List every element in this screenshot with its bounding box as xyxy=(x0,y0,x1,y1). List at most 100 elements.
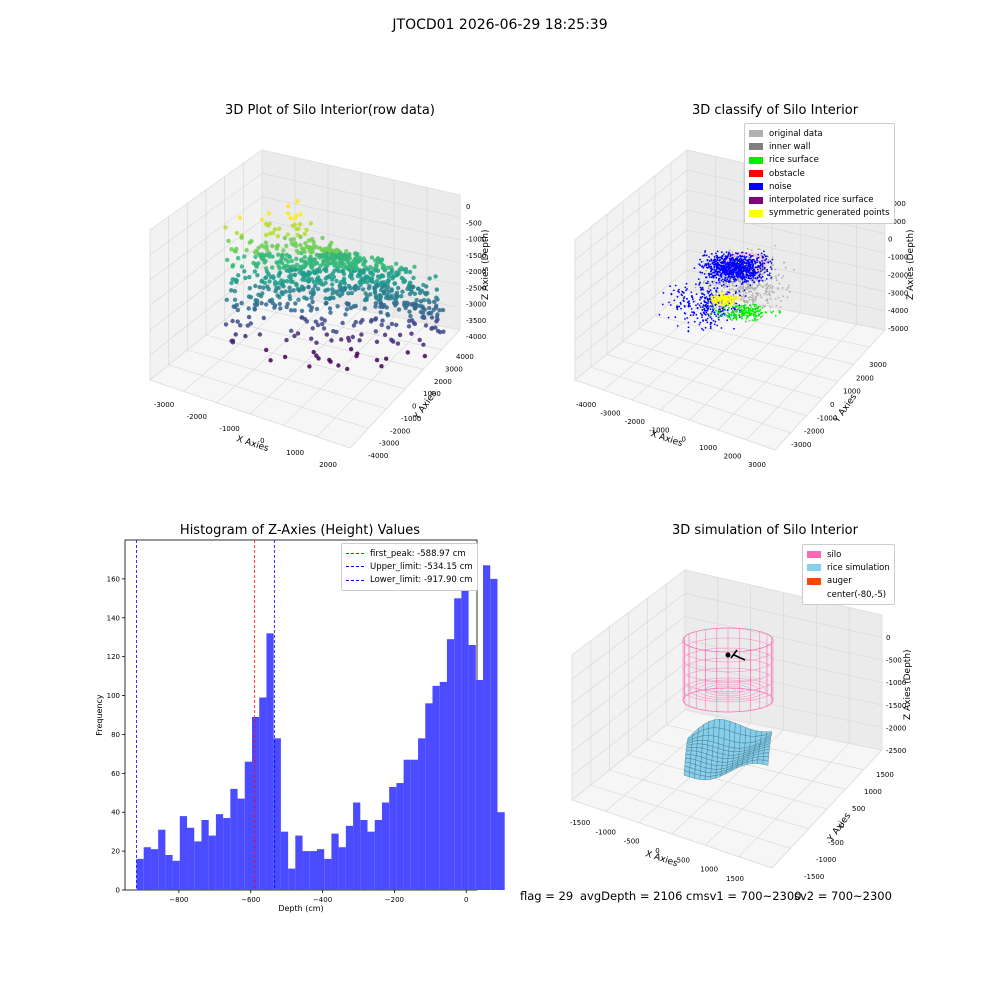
raw-point xyxy=(347,252,352,257)
noise-point xyxy=(749,263,751,266)
raw-point xyxy=(284,268,289,273)
raw-point xyxy=(378,310,383,315)
rice-surface-point xyxy=(727,316,730,319)
original-point xyxy=(713,280,716,283)
legend-label: center(-80,-5) xyxy=(827,589,887,600)
rice-mesh-cell xyxy=(691,747,697,752)
rice-surface-point xyxy=(741,311,743,313)
histogram-plot: −800 −600 −400 −200 0 020406080100120140160 … xyxy=(95,539,505,913)
grid-line xyxy=(622,341,823,399)
noise-point xyxy=(687,321,690,324)
noise-point xyxy=(684,318,686,320)
raw-point xyxy=(437,308,442,313)
y-tick-label: 0 xyxy=(116,887,120,895)
raw-point xyxy=(355,273,361,279)
noise-point xyxy=(742,258,745,261)
raw-point xyxy=(288,276,294,281)
original-point xyxy=(744,286,747,289)
noise-point xyxy=(749,272,752,275)
noise-point xyxy=(683,292,685,294)
noise-point xyxy=(706,267,709,269)
noise-point xyxy=(731,275,733,277)
symmetric-point xyxy=(718,296,721,299)
raw-point xyxy=(334,278,339,284)
rice-surface-point xyxy=(730,311,733,314)
noise-point xyxy=(748,269,751,272)
raw-point xyxy=(277,270,283,275)
rice-mesh-cell xyxy=(699,775,706,781)
noise-point xyxy=(711,302,713,305)
noise-point xyxy=(747,261,749,263)
raw-point xyxy=(328,310,333,315)
noise-point xyxy=(758,275,761,278)
rice-surface-point xyxy=(743,313,746,315)
raw-point xyxy=(277,301,282,307)
rice-mesh-cell xyxy=(708,727,715,737)
raw-point xyxy=(270,274,276,279)
original-point xyxy=(739,288,741,290)
raw-point xyxy=(406,324,412,329)
raw-point xyxy=(246,306,251,311)
noise-point xyxy=(735,269,738,271)
noise-point xyxy=(676,305,679,308)
noise-point xyxy=(747,280,749,282)
raw-point xyxy=(385,313,391,318)
rice-mesh-cell xyxy=(716,761,723,766)
noise-point xyxy=(674,284,677,287)
noise-point xyxy=(741,260,743,263)
raw-point xyxy=(302,277,308,283)
original-point xyxy=(751,283,754,286)
histogram-bar xyxy=(150,849,159,890)
original-point xyxy=(763,293,765,295)
raw-point xyxy=(390,276,395,281)
histogram-x-ticks: −800 −600 −400 −200 0 xyxy=(169,890,468,904)
histogram-bar xyxy=(136,858,144,890)
raw-point xyxy=(325,246,330,251)
raw-point xyxy=(421,314,427,319)
noise-point xyxy=(688,303,690,306)
histogram-bar xyxy=(446,639,455,890)
original-point xyxy=(757,259,760,262)
noise-point xyxy=(763,253,766,256)
classify-z-label: Z Axies (Depth) xyxy=(906,229,916,300)
legend-swatch xyxy=(749,130,763,138)
raw-point xyxy=(229,288,234,293)
noise-point xyxy=(698,304,701,307)
cls-y-tick-label: 0 xyxy=(830,401,834,409)
cls-y-tick-label: -2000 xyxy=(804,428,824,436)
rice-surface-point xyxy=(756,310,758,312)
grid-line xyxy=(684,663,883,706)
grid-line xyxy=(574,169,688,261)
rice-surface-point xyxy=(759,305,761,308)
histogram-bar xyxy=(345,825,354,890)
raw-point xyxy=(314,260,320,266)
rice-surface-point xyxy=(728,312,730,315)
raw-point-cloud xyxy=(223,199,446,372)
legend-entry: original data xyxy=(749,127,890,140)
noise-point xyxy=(703,273,706,275)
symmetric-point xyxy=(714,295,717,298)
raw-point xyxy=(281,248,286,253)
raw-point xyxy=(361,256,366,261)
rice-surface-point xyxy=(741,317,743,320)
raw-point xyxy=(276,281,281,286)
raw-point xyxy=(386,274,392,279)
rice-surface-point xyxy=(738,308,740,310)
original-point xyxy=(705,269,708,272)
rice-surface-point xyxy=(760,316,762,318)
noise-point xyxy=(764,255,767,258)
noise-point xyxy=(720,261,723,264)
original-point xyxy=(757,283,760,285)
raw-point xyxy=(264,232,269,238)
noise-point xyxy=(693,320,696,323)
symmetric-point xyxy=(720,296,723,299)
raw-point xyxy=(245,323,250,328)
rice-mesh-cell xyxy=(704,776,711,781)
original-point xyxy=(732,303,735,306)
y-tick-label: 20 xyxy=(111,848,120,856)
histogram-bar xyxy=(165,855,173,890)
legend-entry: rice surface xyxy=(749,154,890,167)
sim-x-tick-label: 0 xyxy=(655,847,659,855)
raw-point xyxy=(287,289,293,294)
noise-point xyxy=(757,265,760,267)
